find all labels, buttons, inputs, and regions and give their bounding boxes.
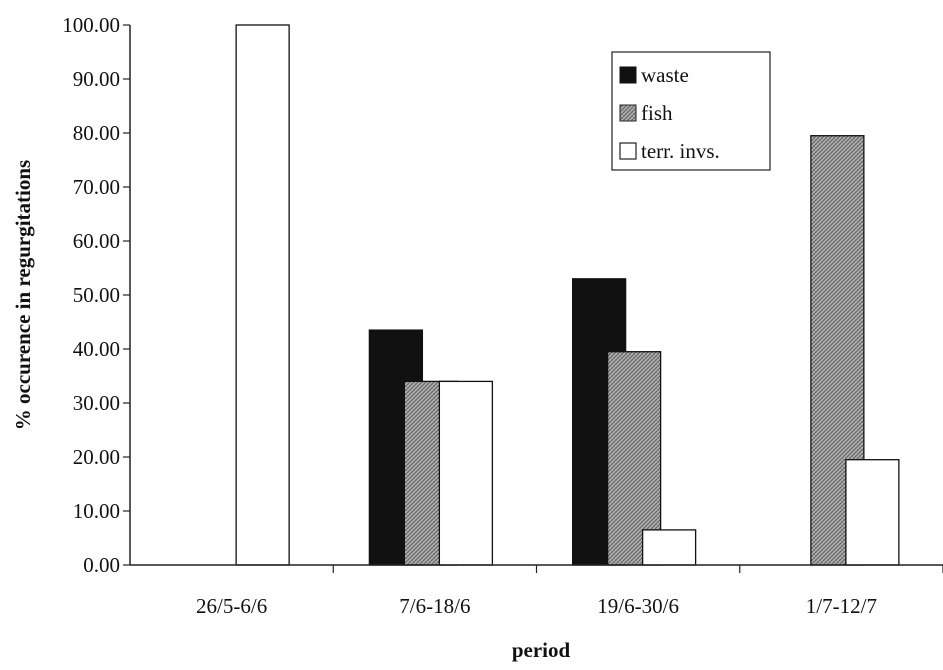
x-axis-label: period bbox=[512, 638, 571, 662]
y-tick-label: 10.00 bbox=[73, 499, 120, 523]
bar-terr-invs-3 bbox=[641, 529, 697, 566]
bar-terr-invs-4 bbox=[845, 459, 900, 566]
y-tick-label: 90.00 bbox=[73, 67, 120, 91]
legend-label-waste: waste bbox=[641, 63, 689, 87]
x-tick-label: 19/6-30/6 bbox=[597, 594, 679, 618]
y-tick-label: 70.00 bbox=[73, 175, 120, 199]
x-tick-label: 7/6-18/6 bbox=[399, 594, 470, 618]
legend-swatch-waste bbox=[619, 66, 637, 84]
x-axis-ticks: 26/5-6/6 7/6-18/6 19/6-30/6 1/7-12/7 bbox=[196, 565, 943, 618]
legend-box bbox=[611, 51, 771, 171]
y-tick-label: 80.00 bbox=[73, 121, 120, 145]
legend-label-terr-invs: terr. invs. bbox=[641, 139, 720, 163]
legend: waste fish terr. invs. bbox=[611, 51, 771, 171]
bars bbox=[235, 24, 900, 566]
y-tick-label: 50.00 bbox=[73, 283, 120, 307]
legend-swatch-fish bbox=[619, 104, 637, 122]
legend-swatch-terr-invs bbox=[619, 142, 637, 160]
y-axis-ticks: 0.00 10.00 20.00 30.00 40.00 50.00 60.00 70.00 8… bbox=[62, 13, 130, 577]
y-tick-label: 60.00 bbox=[73, 229, 120, 253]
bar-terr-invs-1 bbox=[235, 24, 290, 566]
x-tick-label: 26/5-6/6 bbox=[196, 594, 267, 618]
y-tick-label: 0.00 bbox=[83, 553, 120, 577]
y-tick-label: 100.00 bbox=[62, 13, 120, 37]
y-tick-label: 40.00 bbox=[73, 337, 120, 361]
legend-label-fish: fish bbox=[641, 101, 673, 125]
bar-terr-invs-2 bbox=[438, 380, 494, 566]
x-tick-label: 1/7-12/7 bbox=[806, 594, 877, 618]
y-axis-label: % occurence in regurgitations bbox=[11, 160, 35, 430]
y-tick-label: 20.00 bbox=[73, 445, 120, 469]
y-tick-label: 30.00 bbox=[73, 391, 120, 415]
